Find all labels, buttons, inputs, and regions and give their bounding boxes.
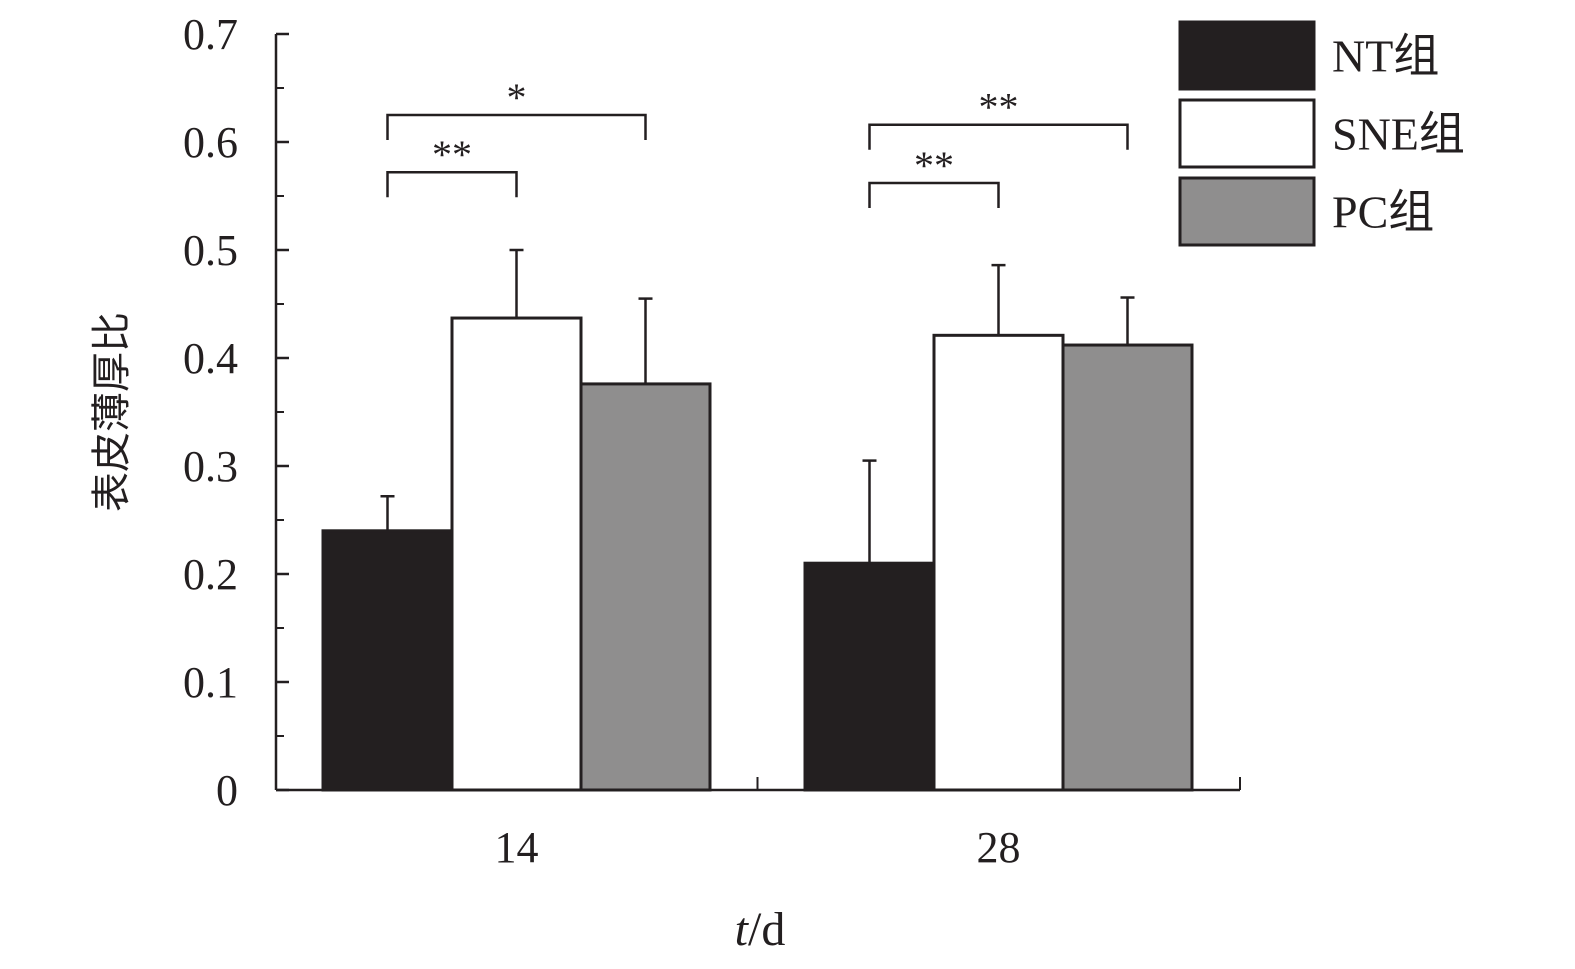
y-tick-label: 0.7: [183, 10, 238, 59]
legend-label: PC组: [1332, 187, 1434, 238]
significance-brackets: *******: [386, 75, 1129, 209]
x-axis-title-unit: /d: [748, 903, 785, 956]
legend-swatch: [1178, 176, 1316, 247]
y-tick-label: 0.3: [183, 442, 238, 491]
bar: [321, 529, 454, 792]
significance-label: *: [507, 75, 527, 120]
significance-label: **: [914, 143, 954, 188]
significance-bracket: [386, 113, 647, 140]
significance-bracket: [868, 123, 1129, 150]
x-tick-label: 14: [495, 823, 539, 872]
y-tick-label: 0: [216, 766, 238, 815]
x-tick-label: 28: [977, 823, 1021, 872]
significance-bracket: [386, 170, 518, 198]
y-tick-label: 0.4: [183, 334, 238, 383]
legend-swatch: [1178, 98, 1316, 169]
y-tick-label: 0.2: [183, 550, 238, 599]
y-axis: 0 0.1 0.2 0.3 0.4 0.5 0.6 0.7: [183, 10, 289, 815]
bar: [932, 333, 1065, 792]
legend-label: SNE组: [1332, 109, 1465, 160]
legend: NT组 SNE组 PC组: [1178, 20, 1465, 247]
y-tick-label: 0.5: [183, 226, 238, 275]
bar: [579, 382, 712, 792]
x-axis-title-italic: t: [735, 903, 750, 956]
bar: [450, 316, 583, 792]
bars: [321, 316, 1194, 792]
x-axis-title: t/d: [735, 903, 786, 956]
significance-label: **: [432, 132, 472, 177]
bar: [803, 561, 936, 792]
y-tick-label: 0.1: [183, 658, 238, 707]
error-bars: [380, 248, 1135, 564]
y-axis-title: 表皮薄厚比: [89, 312, 135, 512]
legend-swatch: [1178, 20, 1316, 91]
bar: [1061, 343, 1194, 792]
y-tick-label: 0.6: [183, 118, 238, 167]
significance-bracket: [868, 181, 1000, 209]
legend-label: NT组: [1332, 31, 1439, 82]
significance-label: **: [979, 85, 1019, 130]
